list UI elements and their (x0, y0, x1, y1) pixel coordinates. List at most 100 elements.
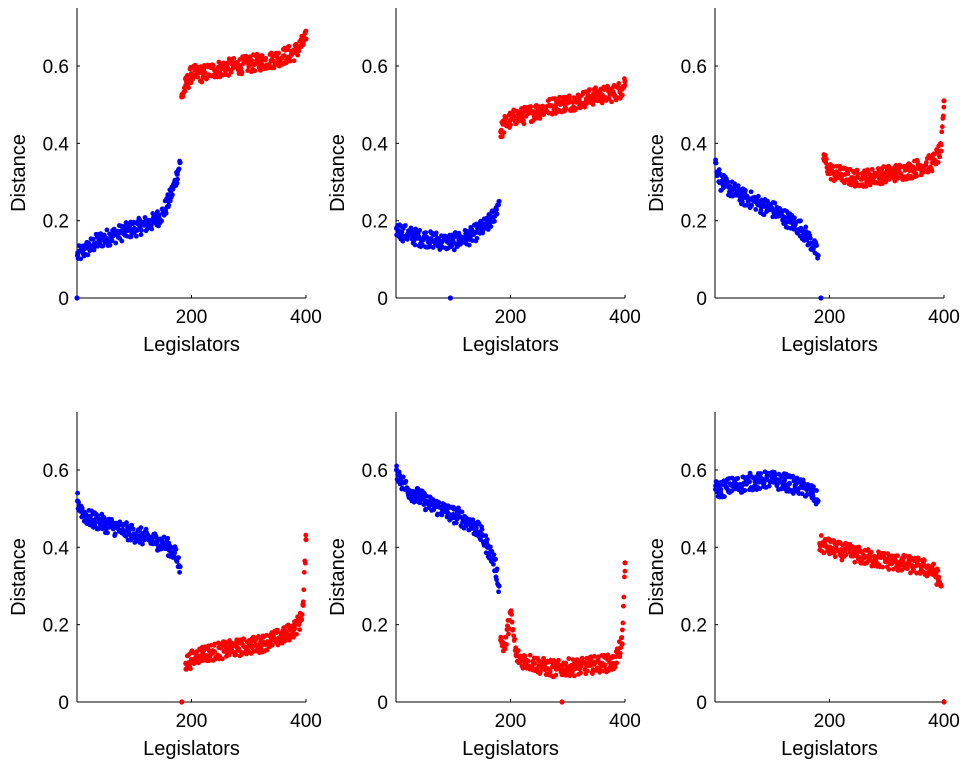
data-point (941, 98, 947, 104)
data-point (818, 533, 824, 538)
data-point (739, 199, 745, 205)
series-2 (821, 98, 947, 189)
data-point (194, 649, 199, 655)
data-point (176, 563, 182, 568)
data-point (810, 493, 816, 499)
data-point (453, 234, 459, 239)
data-point (173, 546, 179, 552)
data-point (75, 490, 80, 496)
data-point (303, 537, 309, 543)
data-point (563, 660, 569, 666)
data-point (761, 480, 767, 486)
x-axis-label: Legislators (781, 738, 878, 760)
data-point (188, 666, 193, 672)
data-point (775, 481, 780, 487)
data-point (586, 87, 592, 92)
data-point (301, 587, 307, 593)
data-point (130, 526, 136, 532)
data-point (766, 483, 772, 489)
data-point (166, 202, 172, 208)
data-point (501, 130, 507, 136)
data-point (935, 568, 941, 573)
data-point (403, 478, 409, 484)
x-axis-label: Legislators (781, 334, 878, 356)
y-axis-label: Distance (646, 538, 668, 616)
data-point (807, 235, 813, 241)
data-point (219, 656, 225, 662)
data-point (400, 474, 406, 480)
data-point (98, 521, 104, 527)
data-point (436, 237, 442, 243)
data-point (174, 180, 180, 186)
data-point (264, 632, 270, 638)
data-point (736, 186, 742, 192)
data-point (89, 519, 95, 525)
data-point (449, 243, 455, 249)
data-point (823, 156, 829, 162)
data-point (803, 224, 809, 230)
data-point (531, 109, 537, 114)
data-point (735, 475, 741, 481)
data-point (303, 532, 309, 538)
data-point (566, 93, 572, 99)
data-point (619, 627, 625, 633)
x-tick-label: 200 (495, 307, 527, 328)
data-point (112, 531, 118, 537)
data-point (276, 50, 282, 56)
data-point (772, 200, 778, 206)
data-point (259, 53, 265, 58)
data-point (563, 672, 569, 678)
data-point (303, 28, 309, 34)
data-point (252, 68, 258, 74)
data-point (509, 611, 514, 617)
data-point (175, 176, 180, 182)
data-point (269, 642, 275, 648)
data-point (832, 554, 838, 560)
data-point (161, 534, 167, 540)
data-point (781, 486, 786, 491)
data-point (202, 70, 208, 76)
x-tick-label: 200 (495, 711, 527, 732)
y-tick-label: 0.6 (681, 461, 707, 482)
data-point (532, 661, 538, 667)
data-point (589, 657, 594, 663)
data-point (742, 488, 748, 493)
data-point (105, 530, 110, 536)
data-point (929, 168, 935, 174)
data-point (941, 699, 947, 705)
data-point (607, 659, 612, 665)
data-point (140, 541, 145, 547)
data-point (100, 243, 106, 249)
y-tick-label: 0.6 (362, 461, 388, 482)
data-point (416, 234, 422, 240)
data-point (74, 295, 80, 301)
data-point (494, 211, 500, 217)
data-point (127, 224, 133, 230)
data-point (563, 106, 569, 111)
data-point (101, 232, 107, 238)
panel-2: 0 0.2 0.4 0.6 200 400 Legislators Distance (327, 8, 641, 356)
data-point (863, 183, 869, 189)
data-point (559, 699, 565, 705)
data-point (508, 608, 514, 614)
data-point (165, 535, 171, 541)
data-point (182, 88, 188, 94)
data-point (167, 198, 173, 204)
data-point (176, 555, 181, 561)
data-point (880, 564, 886, 570)
data-point (483, 533, 489, 539)
data-point (547, 668, 553, 674)
data-point (423, 230, 429, 235)
data-point (522, 653, 528, 659)
data-point (602, 662, 608, 668)
y-tick-label: 0.2 (43, 212, 69, 233)
data-point (537, 116, 543, 121)
y-tick-label: 0.4 (43, 538, 70, 559)
data-point (139, 227, 144, 233)
data-point (938, 142, 944, 148)
data-point (430, 245, 436, 250)
data-point (815, 255, 820, 261)
panel-4: 0 0.2 0.4 0.6 200 400 Legislators Distance (8, 412, 322, 760)
data-point (941, 104, 947, 110)
data-point (291, 58, 297, 64)
